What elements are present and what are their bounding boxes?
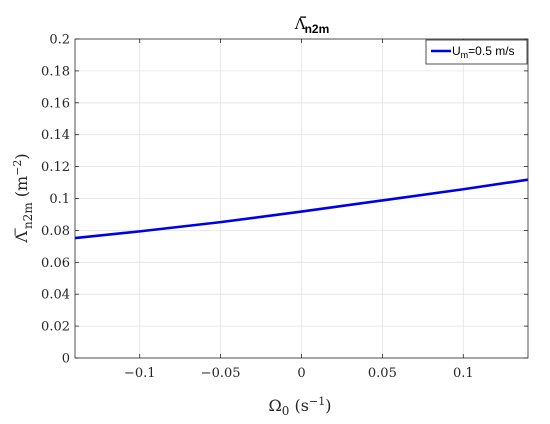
y-tick-label: 0.04 [41, 288, 70, 303]
x-tick-label: 0.1 [453, 366, 474, 381]
legend-label: Um=0.5 m/s [452, 44, 515, 60]
y-tick-label: 0.02 [41, 320, 70, 335]
x-tick-label: 0 [297, 366, 305, 381]
y-axis-label: Λ−n2m (m−2) [8, 153, 35, 243]
x-tick-label: −0.1 [124, 366, 156, 381]
y-tick-label: 0.18 [41, 64, 70, 79]
x-tick-label: 0.05 [368, 366, 397, 381]
y-tick-label: 0.12 [41, 160, 70, 175]
grid [75, 38, 528, 359]
y-tick-label: 0.14 [41, 128, 70, 143]
chart-title: Λ− n2m [294, 10, 330, 36]
y-tick-label: 0.16 [41, 96, 70, 111]
series-line [74, 178, 529, 240]
y-tick-label: 0.1 [49, 192, 70, 207]
legend: Um=0.5 m/s [425, 39, 528, 65]
x-tick-label: −0.05 [201, 366, 241, 381]
y-tick-label: 0.2 [49, 33, 70, 48]
x-axis-label: Ω0 (s−1) [269, 395, 332, 418]
y-tick-label: 0.06 [41, 256, 70, 271]
ticks: −0.1 −0.05 0 0.05 0.1 0 0.02 0.04 0.06 0.08 0.1 0.1… [41, 33, 528, 381]
series-layer [74, 178, 529, 240]
y-tick-label: 0.08 [41, 224, 70, 239]
y-tick-label: 0 [62, 352, 70, 367]
